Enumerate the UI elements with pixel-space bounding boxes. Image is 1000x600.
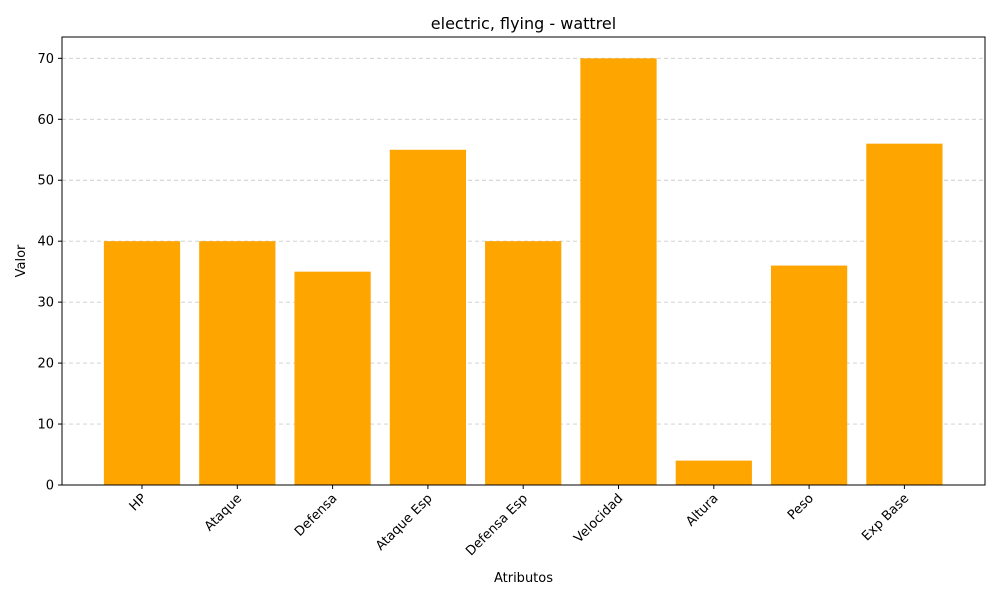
y-tick-label: 0 — [46, 479, 54, 494]
x-tick-label: Peso — [785, 491, 817, 523]
y-axis-label: Valor — [14, 244, 29, 277]
bar-ataque-esp — [389, 149, 467, 485]
y-tick-label: 50 — [37, 174, 54, 189]
x-tick-label: Ataque Esp — [373, 491, 436, 554]
x-tick-label: Exp Base — [859, 491, 912, 544]
y-tick-label: 70 — [37, 52, 54, 67]
bars — [103, 58, 943, 485]
x-axis-label: Atributos — [494, 571, 553, 586]
x-axis-ticks: HP Ataque Defensa Ataque Esp Defensa Esp Velo… — [127, 485, 912, 559]
bar-velocidad — [580, 58, 657, 485]
y-axis-ticks: 0 10 20 30 40 50 60 70 — [37, 52, 62, 494]
x-tick-label: Velocidad — [571, 491, 626, 546]
bar-exp-base — [866, 143, 943, 485]
x-tick-label: Ataque — [202, 491, 245, 534]
y-tick-label: 60 — [37, 113, 54, 128]
bar-ataque — [199, 241, 276, 485]
bar-peso — [770, 265, 848, 485]
bar-hp — [103, 241, 181, 485]
y-tick-label: 20 — [37, 357, 54, 372]
y-tick-label: 10 — [37, 418, 54, 433]
bar-altura — [675, 460, 752, 485]
bar-defensa-esp — [485, 241, 562, 485]
x-tick-label: Defensa — [292, 491, 340, 539]
y-tick-label: 40 — [37, 235, 54, 250]
x-tick-label: Defensa Esp — [463, 491, 531, 559]
x-tick-label: HP — [127, 491, 150, 514]
bar-defensa — [294, 271, 371, 485]
x-tick-label: Altura — [683, 491, 721, 529]
chart-title: electric, flying - wattrel — [431, 14, 616, 33]
y-tick-label: 30 — [37, 296, 54, 311]
